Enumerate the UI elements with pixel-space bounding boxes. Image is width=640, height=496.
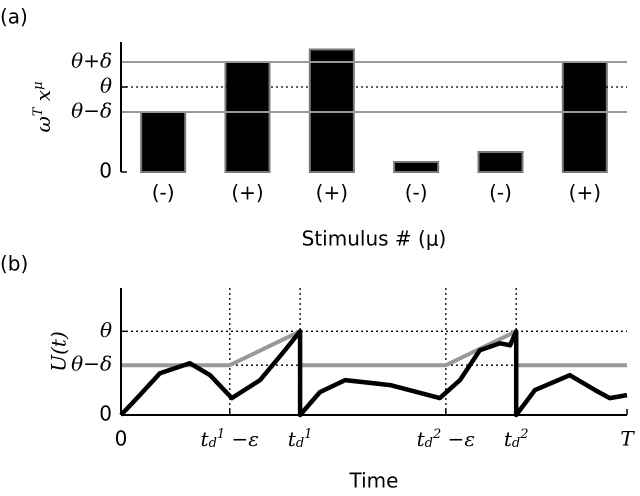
x-tick-label: (+) — [569, 181, 601, 205]
y-tick-label: θ+δ — [71, 49, 112, 73]
x-tick-label: 0 — [115, 427, 128, 451]
bar — [308, 48, 355, 173]
x-tick-label: T — [620, 427, 635, 451]
y-tick-label: 0 — [99, 159, 112, 183]
y-tick-label: θ — [100, 318, 112, 342]
y-tick-label: 0 — [99, 402, 112, 426]
panel-label: (b) — [0, 252, 28, 276]
bar — [393, 161, 440, 173]
x-tick-label: (-) — [152, 181, 175, 205]
bar — [140, 111, 187, 173]
y-axis-label: U(t) — [47, 331, 71, 372]
bar — [561, 61, 608, 173]
x-tick-label: (-) — [405, 181, 428, 205]
x-tick-label: (+) — [316, 181, 348, 205]
y-tick-label: θ−δ — [71, 352, 112, 376]
x-tick-label: td2 — [504, 427, 529, 451]
line-series — [121, 329, 627, 368]
y-tick-label: θ−δ — [71, 99, 112, 123]
panel-label: (a) — [0, 5, 28, 29]
y-tick-label: θ — [100, 74, 112, 98]
x-axis-label: Stimulus # (μ) — [302, 227, 447, 251]
x-axis-label: Time — [349, 469, 399, 493]
x-tick-label: td2 −ε — [417, 427, 476, 451]
bar — [224, 61, 271, 173]
y-axis-label: ωT xμ — [31, 81, 55, 132]
x-tick-label: td1 — [288, 427, 313, 451]
line-series — [119, 329, 628, 418]
bar — [477, 151, 524, 173]
x-tick-label: td1 −ε — [201, 427, 260, 451]
x-tick-label: (-) — [489, 181, 512, 205]
x-tick-label: (+) — [231, 181, 263, 205]
